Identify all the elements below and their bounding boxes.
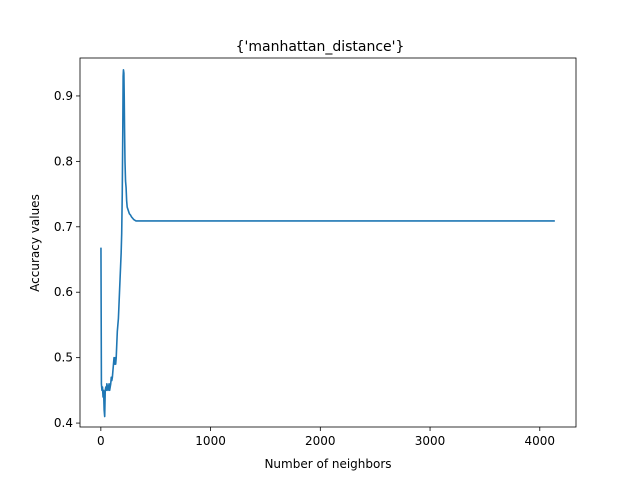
x-tick-label: 2000 xyxy=(305,434,336,448)
x-tick-label: 4000 xyxy=(525,434,556,448)
y-tick-label: 0.9 xyxy=(54,89,73,103)
x-axis: 0 1000 2000 3000 4000 xyxy=(97,427,555,448)
y-tick-label: 0.5 xyxy=(54,351,73,365)
series-line xyxy=(100,68,555,418)
y-axis: 0.4 0.5 0.6 0.7 0.8 0.9 xyxy=(54,89,80,430)
y-axis-title: Accuracy values xyxy=(28,194,42,292)
x-tick-label: 1000 xyxy=(195,434,226,448)
chart-title: {'manhattan_distance'} xyxy=(236,39,405,55)
x-axis-title: Number of neighbors xyxy=(264,457,391,471)
y-tick-label: 0.8 xyxy=(54,154,73,168)
x-tick-label: 3000 xyxy=(415,434,446,448)
y-tick-label: 0.4 xyxy=(54,416,73,430)
plot-area xyxy=(79,57,577,428)
plot-frame xyxy=(79,57,577,428)
y-tick-label: 0.6 xyxy=(54,285,73,299)
x-tick-label: 0 xyxy=(97,434,105,448)
y-tick-label: 0.7 xyxy=(54,220,73,234)
